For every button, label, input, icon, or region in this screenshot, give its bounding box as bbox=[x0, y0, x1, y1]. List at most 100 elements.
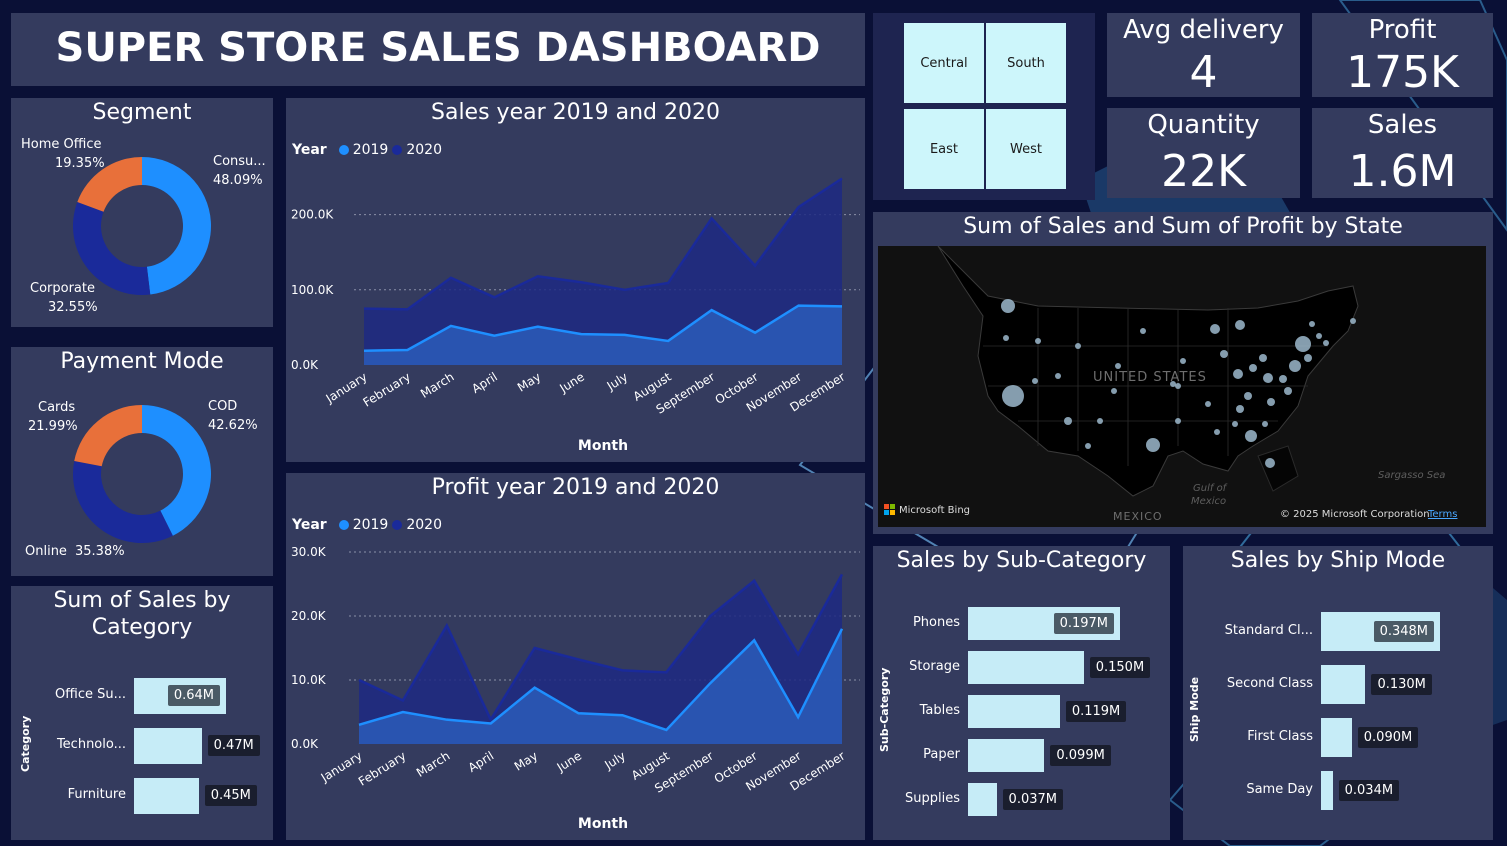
bar[interactable] bbox=[968, 783, 997, 816]
state-bubble[interactable] bbox=[1267, 398, 1275, 406]
legend-title: Year bbox=[292, 142, 327, 158]
bar[interactable] bbox=[968, 695, 1060, 728]
state-bubble[interactable] bbox=[1279, 375, 1287, 383]
state-bubble[interactable] bbox=[1035, 338, 1041, 344]
legend-2020-label: 2020 bbox=[406, 517, 442, 533]
state-bubble[interactable] bbox=[1146, 438, 1160, 452]
state-bubble[interactable] bbox=[1232, 421, 1238, 427]
state-bubble[interactable] bbox=[1175, 383, 1181, 389]
state-bubble[interactable] bbox=[1175, 418, 1181, 424]
payment-donut[interactable] bbox=[11, 347, 273, 576]
state-bubble[interactable] bbox=[1323, 340, 1329, 346]
donut-slice-homeoffice[interactable] bbox=[77, 157, 142, 212]
state-bubble[interactable] bbox=[1304, 354, 1312, 362]
state-bubble[interactable] bbox=[1115, 363, 1121, 369]
bar[interactable] bbox=[1321, 771, 1333, 810]
state-bubble[interactable] bbox=[1235, 320, 1245, 330]
line-2019[interactable] bbox=[363, 304, 843, 352]
state-bubble[interactable] bbox=[1097, 418, 1103, 424]
x-tick-label: May bbox=[512, 749, 540, 774]
state-bubble[interactable] bbox=[1245, 430, 1257, 442]
bar-value-label: 0.037M bbox=[1002, 788, 1063, 810]
state-bubble[interactable] bbox=[1284, 387, 1292, 395]
state-bubble[interactable] bbox=[1263, 373, 1273, 383]
state-bubble[interactable] bbox=[1295, 336, 1311, 352]
state-bubble[interactable] bbox=[1003, 335, 1009, 341]
region-east-button[interactable]: East bbox=[904, 109, 984, 189]
state-bubble[interactable] bbox=[1265, 458, 1275, 468]
state-bubble[interactable] bbox=[1075, 343, 1081, 349]
bar-category-label: First Class bbox=[1247, 728, 1313, 744]
state-bubble[interactable] bbox=[1111, 388, 1117, 394]
state-bubble[interactable] bbox=[1064, 417, 1072, 425]
shipmode-title: Sales by Ship Mode bbox=[1230, 548, 1446, 573]
legend-title: Year bbox=[292, 517, 327, 533]
state-bubble[interactable] bbox=[1236, 405, 1244, 413]
state-bubble[interactable] bbox=[1180, 358, 1186, 364]
x-tick-label: July bbox=[604, 370, 631, 394]
x-tick-label: March bbox=[418, 370, 456, 401]
payment-label-online: Online bbox=[25, 544, 67, 559]
legend-2019-dot bbox=[338, 145, 349, 155]
subcategory-title: Sales by Sub-Category bbox=[896, 548, 1147, 573]
line-2020[interactable] bbox=[363, 177, 843, 311]
bar[interactable] bbox=[134, 728, 202, 764]
line-2019[interactable] bbox=[358, 628, 844, 732]
bar-value-label: 0.45M bbox=[204, 785, 257, 806]
bar[interactable] bbox=[968, 651, 1084, 684]
state-bubble[interactable] bbox=[1210, 324, 1220, 334]
x-tick-label: February bbox=[356, 749, 409, 789]
bar[interactable] bbox=[134, 778, 199, 814]
state-bubble[interactable] bbox=[1316, 333, 1322, 339]
state-bubble[interactable] bbox=[1170, 381, 1176, 387]
state-bubble[interactable] bbox=[1350, 318, 1356, 324]
state-bubble[interactable] bbox=[1085, 443, 1091, 449]
state-bubble[interactable] bbox=[1140, 328, 1146, 334]
bar[interactable] bbox=[968, 739, 1045, 772]
region-south-button[interactable]: South bbox=[986, 23, 1066, 103]
state-bubble[interactable] bbox=[1001, 299, 1015, 313]
map-copyright: © 2025 Microsoft Corporation bbox=[1280, 509, 1430, 520]
header-panel: SUPER STORE SALES DASHBOARD bbox=[11, 13, 865, 86]
bar[interactable] bbox=[1321, 665, 1366, 704]
category-title-2: Category bbox=[91, 615, 193, 640]
subcategory-panel: Sales by Sub-Category Sub-Category Phone… bbox=[873, 546, 1170, 840]
payment-label-cod: COD bbox=[208, 399, 238, 414]
donut-slice-online[interactable] bbox=[73, 461, 173, 543]
bar[interactable] bbox=[1321, 718, 1352, 757]
segment-pct-home-office: 19.35% bbox=[55, 156, 105, 171]
state-bubble[interactable] bbox=[1055, 373, 1061, 379]
state-bubble[interactable] bbox=[1262, 421, 1268, 427]
segment-pct-consumer: 48.09% bbox=[213, 173, 263, 188]
bar-value-label: 0.64M bbox=[167, 685, 220, 706]
state-bubble[interactable] bbox=[1249, 364, 1257, 372]
region-west-button[interactable]: West bbox=[986, 109, 1066, 189]
state-bubble[interactable] bbox=[1205, 401, 1211, 407]
donut-slice-corporate[interactable] bbox=[72, 202, 151, 295]
payment-pct-cards: 21.99% bbox=[28, 419, 78, 434]
state-bubble[interactable] bbox=[1220, 350, 1228, 358]
state-bubble[interactable] bbox=[1259, 354, 1267, 362]
bar-value-label: 0.099M bbox=[1050, 744, 1111, 766]
bar-category-label: Phones bbox=[912, 614, 960, 630]
us-state-map[interactable]: UNITED STATES MEXICO Gulf of Mexico Sarg… bbox=[878, 246, 1486, 527]
state-bubble[interactable] bbox=[1032, 378, 1038, 384]
state-bubble[interactable] bbox=[1244, 392, 1252, 400]
shipmode-axis-label: Ship Mode bbox=[1188, 676, 1201, 742]
state-bubble[interactable] bbox=[1233, 369, 1243, 379]
map-terms-link[interactable]: Terms bbox=[1427, 509, 1457, 520]
state-bubble[interactable] bbox=[1214, 429, 1220, 435]
region-central-button[interactable]: Central bbox=[904, 23, 984, 103]
state-bubble[interactable] bbox=[1309, 321, 1315, 327]
donut-slice-consu[interactable] bbox=[142, 157, 211, 295]
state-bubble[interactable] bbox=[1289, 360, 1301, 372]
segment-donut[interactable] bbox=[11, 98, 273, 327]
donut-slice-cards[interactable] bbox=[74, 405, 142, 467]
x-tick-label: May bbox=[515, 370, 543, 395]
state-bubble[interactable] bbox=[1002, 385, 1024, 407]
line-2020[interactable] bbox=[358, 573, 844, 723]
legend-2020-dot bbox=[392, 520, 403, 530]
donut-slice-cod[interactable] bbox=[142, 405, 211, 536]
